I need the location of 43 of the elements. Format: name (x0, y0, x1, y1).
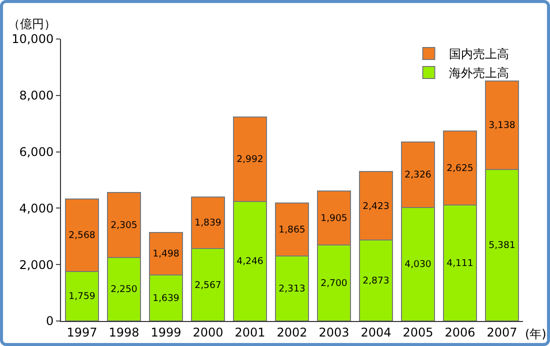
y-tick-label: 10,000 (12, 32, 54, 46)
y-tick-label: 8,000 (19, 88, 54, 103)
x-tick-label: 2007 (486, 325, 518, 340)
data-label: 4,111 (446, 258, 474, 270)
x-tick-label: 1997 (66, 325, 98, 340)
data-label: 2,423 (362, 200, 390, 212)
x-tick-label: 1998 (108, 325, 140, 340)
data-label: 5,381 (488, 240, 516, 252)
y-tick-label: 6,000 (19, 145, 54, 159)
data-label: 1,759 (68, 291, 96, 302)
data-label: 4,030 (404, 259, 432, 270)
data-label: 2,873 (362, 275, 390, 286)
x-tick-label: 2006 (444, 325, 476, 340)
y-tick-label: 4,000 (19, 201, 54, 216)
legend-label: 海外売上高 (448, 66, 509, 80)
y-axis-title: （億円） (8, 17, 56, 31)
data-label: 3,138 (488, 120, 516, 131)
x-tick-label: 2004 (360, 325, 392, 340)
data-label: 2,567 (194, 280, 222, 291)
x-tick-label: 2003 (318, 325, 350, 340)
legend-label: 国内売上高 (448, 47, 509, 62)
data-label: 2,992 (236, 154, 264, 166)
data-label: 1,639 (152, 292, 180, 304)
x-tick-label: 2002 (276, 325, 308, 340)
data-label: 2,305 (110, 220, 138, 232)
data-label: 1,905 (320, 212, 348, 224)
data-label: 4,246 (236, 256, 264, 268)
x-tick-label: 2001 (234, 325, 266, 340)
data-label: 1,498 (152, 248, 180, 260)
y-tick-label: 0 (46, 314, 54, 328)
data-label: 2,313 (278, 283, 306, 294)
data-label: 2,625 (446, 163, 474, 174)
data-label: 2,568 (68, 230, 96, 242)
y-tick-label: 2,000 (19, 258, 54, 272)
data-label: 2,250 (110, 284, 138, 296)
x-tick-label: 2000 (192, 325, 224, 340)
x-axis-title: (年) (525, 327, 546, 341)
data-label: 2,700 (320, 278, 348, 289)
data-label: 1,865 (278, 224, 306, 236)
x-tick-label: 1999 (150, 325, 182, 340)
x-tick-label: 2005 (402, 325, 434, 340)
data-label: 2,326 (404, 170, 432, 181)
data-label: 1,839 (194, 218, 222, 229)
